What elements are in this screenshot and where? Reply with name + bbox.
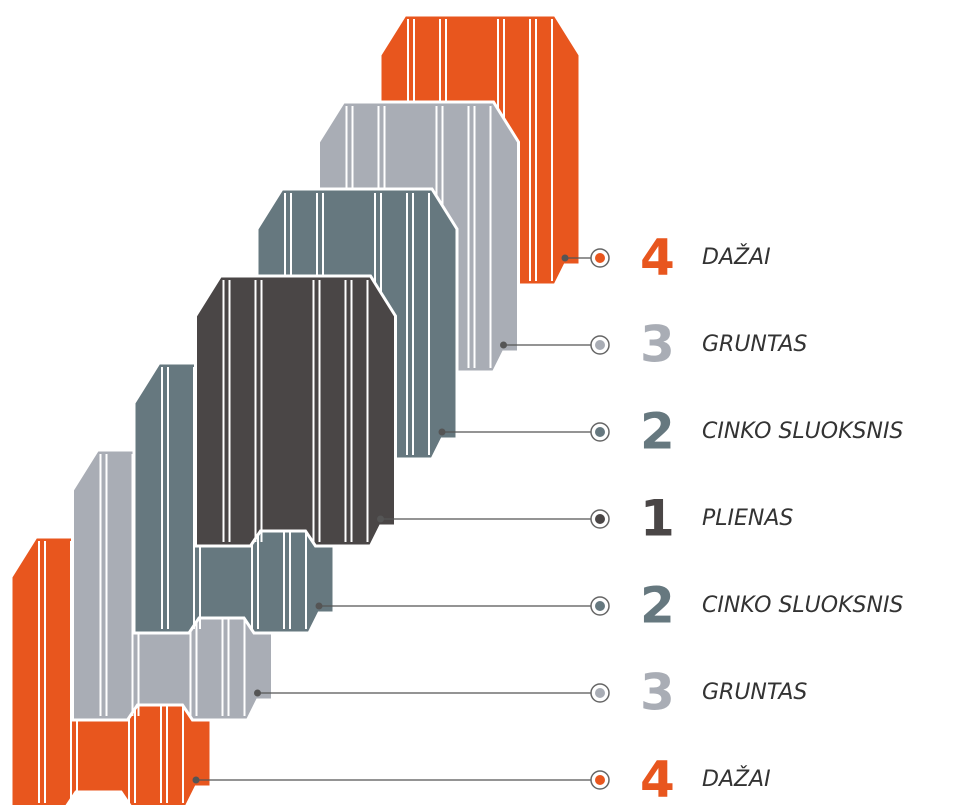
layer-label: DAŽAI bbox=[702, 244, 771, 270]
marker-dot bbox=[595, 775, 605, 785]
connector-dot bbox=[315, 602, 323, 610]
marker-dot bbox=[595, 514, 605, 524]
connector-dot bbox=[561, 254, 569, 262]
connector-dot bbox=[438, 428, 446, 436]
layer-number: 2 bbox=[640, 403, 675, 461]
connector-dot bbox=[377, 515, 384, 523]
layer-label: GRUNTAS bbox=[702, 680, 807, 705]
marker-dot bbox=[595, 601, 605, 611]
layer-label: CINKO SLUOKSNIS bbox=[702, 593, 903, 618]
layer-number: 3 bbox=[640, 664, 675, 722]
labels: 4 DAŽAI 3 GRUNTAS 2 CINKO SLUOKSNIS 1 PLIENAS 2 C… bbox=[192, 229, 903, 805]
connector-dot bbox=[192, 776, 200, 784]
layer-number: 4 bbox=[640, 229, 675, 287]
layer-number: 4 bbox=[640, 751, 675, 805]
marker-dot bbox=[595, 340, 605, 350]
layer-label: GRUNTAS bbox=[702, 332, 807, 357]
marker-dot bbox=[595, 427, 605, 437]
connector-dot bbox=[254, 689, 261, 697]
layer-number: 3 bbox=[640, 316, 675, 374]
layer-number: 2 bbox=[640, 577, 675, 635]
layer-label: CINKO SLUOKSNIS bbox=[702, 419, 903, 444]
sheet bbox=[194, 274, 397, 548]
connector-dot bbox=[500, 341, 507, 349]
layer-label: DAŽAI bbox=[702, 766, 771, 792]
marker-dot bbox=[595, 688, 605, 698]
layer-number: 1 bbox=[640, 490, 675, 548]
marker-dot bbox=[595, 253, 605, 263]
sheet-body bbox=[194, 274, 397, 548]
sheets bbox=[9, 13, 582, 805]
layer-label: PLIENAS bbox=[702, 506, 793, 531]
